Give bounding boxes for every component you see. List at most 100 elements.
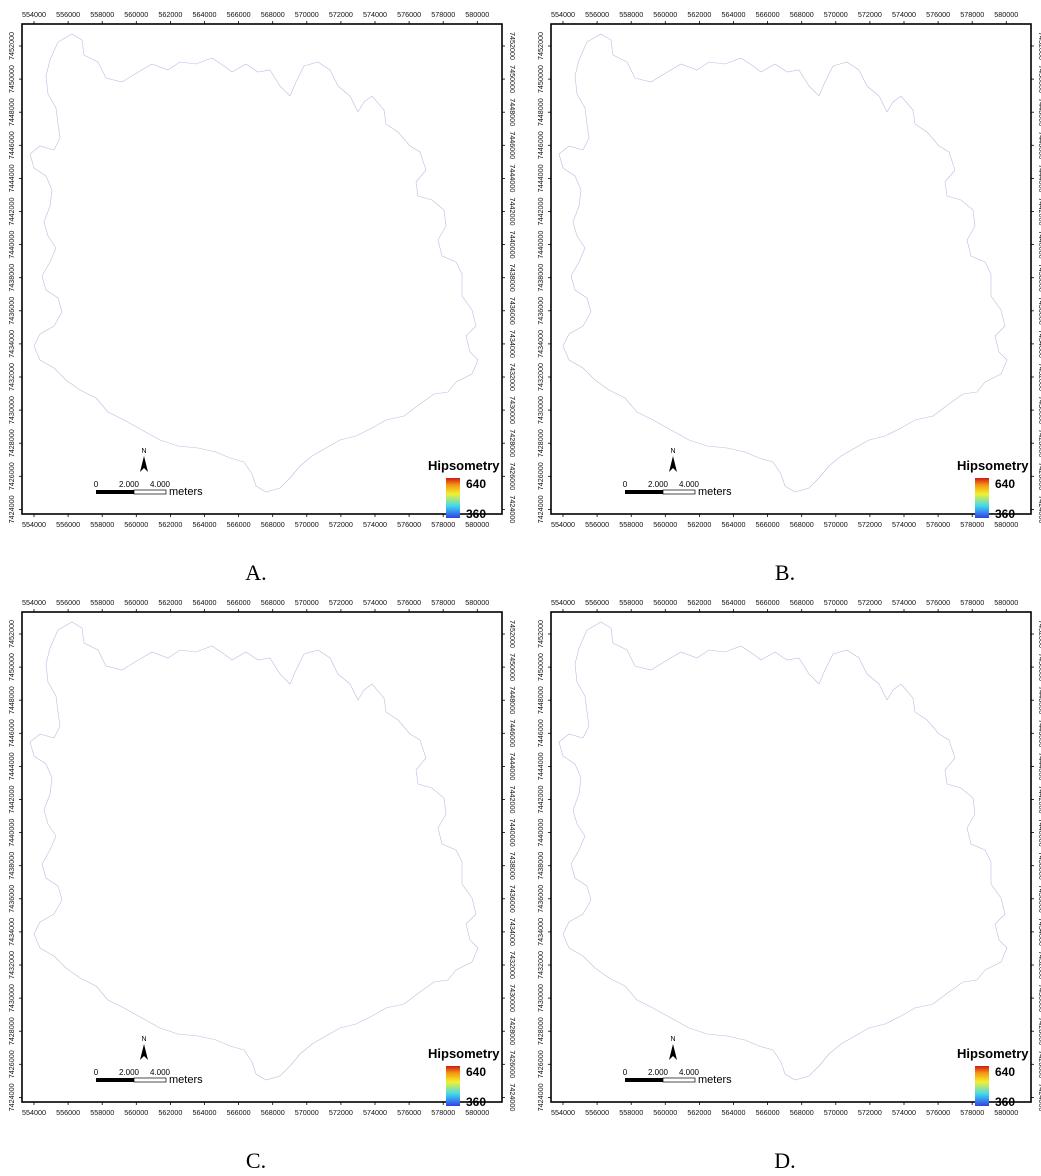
x-tick-label-bottom: 570000 [824,520,848,529]
north-label: N [141,448,146,455]
y-tick-label-left: 7446000 [536,719,545,747]
y-tick-label-left: 7434000 [536,918,545,946]
legend-title: Hipsometry [957,458,1029,473]
x-tick-label-bottom: 568000 [790,1108,814,1117]
x-tick-label-bottom: 570000 [824,1108,848,1117]
x-tick-label-top: 580000 [465,598,489,607]
legend-title: Hipsometry [428,1046,500,1061]
x-tick-label-top: 578000 [431,598,455,607]
y-tick-label-left: 7430000 [7,984,16,1012]
scale-segment-white [134,490,166,494]
x-tick-label-bottom: 576000 [397,520,421,529]
x-tick-label-bottom: 556000 [585,1108,609,1117]
y-tick-label-right: 7434000 [508,918,517,946]
x-tick-label-bottom: 578000 [431,1108,455,1117]
scale-label: 0 [623,480,628,489]
y-tick-label-right: 7432000 [1037,951,1041,979]
y-tick-label-left: 7434000 [536,330,545,358]
north-label: N [670,448,675,455]
panel-label-d: D. [529,1148,1041,1174]
x-tick-label-bottom: 574000 [363,1108,387,1117]
y-tick-label-right: 7426000 [508,1050,517,1078]
x-tick-label-bottom: 558000 [90,520,114,529]
x-tick-label-bottom: 556000 [56,520,80,529]
y-tick-label-right: 7446000 [508,719,517,747]
scale-label: 2.000 [119,1068,140,1077]
y-tick-label-left: 7432000 [7,951,16,979]
x-tick-label-top: 574000 [892,598,916,607]
panel-label-c: C. [0,1148,512,1174]
x-tick-label-bottom: 554000 [551,1108,575,1117]
y-tick-label-left: 7434000 [7,918,16,946]
map-d: 554000 554000 556000 556000 558000 558000 5600… [529,588,1041,1140]
y-tick-label-right: 7436000 [1037,297,1041,325]
scale-label: 2.000 [648,1068,669,1077]
x-tick-label-top: 572000 [858,10,882,19]
scale-unit: meters [698,1074,732,1086]
y-tick-label-right: 7440000 [508,819,517,847]
y-tick-label-right: 7448000 [1037,686,1041,714]
y-tick-label-left: 7442000 [536,786,545,814]
scale-segment-black [96,1078,134,1082]
x-tick-label-top: 570000 [295,10,319,19]
x-tick-label-bottom: 580000 [994,520,1018,529]
y-tick-label-left: 7428000 [536,429,545,457]
x-tick-label-top: 572000 [329,598,353,607]
y-tick-label-left: 7450000 [536,653,545,681]
x-tick-label-bottom: 562000 [158,520,182,529]
y-tick-label-right: 7438000 [508,264,517,292]
y-tick-label-left: 7432000 [536,951,545,979]
y-tick-label-right: 7434000 [1037,330,1041,358]
y-tick-label-right: 7452000 [1037,32,1041,60]
x-tick-label-top: 558000 [90,598,114,607]
x-tick-label-top: 566000 [756,10,780,19]
map-frame [22,612,502,1102]
x-tick-label-top: 562000 [158,598,182,607]
y-tick-label-right: 7448000 [508,686,517,714]
x-tick-label-top: 578000 [960,598,984,607]
y-tick-label-right: 7444000 [1037,752,1041,780]
x-tick-label-top: 576000 [397,10,421,19]
y-tick-label-left: 7444000 [7,164,16,192]
y-tick-label-right: 7442000 [1037,786,1041,814]
x-tick-label-bottom: 564000 [722,520,746,529]
y-tick-label-right: 7434000 [508,330,517,358]
x-tick-label-bottom: 566000 [227,520,251,529]
y-tick-label-right: 7440000 [1037,231,1041,259]
map-frame [551,24,1031,514]
x-tick-label-top: 560000 [653,10,677,19]
x-tick-label-top: 554000 [551,10,575,19]
y-tick-label-left: 7430000 [536,396,545,424]
y-tick-label-right: 7446000 [1037,131,1041,159]
map-a: 5540005540005560005560005580005580005600… [0,0,512,552]
y-tick-label-left: 7432000 [7,363,16,391]
x-tick-label-bottom: 572000 [858,520,882,529]
y-tick-label-right: 7424000 [1037,495,1041,523]
x-tick-label-bottom: 580000 [994,1108,1018,1117]
x-tick-label-top: 554000 [22,10,46,19]
y-tick-label-left: 7450000 [536,65,545,93]
y-tick-label-right: 7438000 [508,852,517,880]
y-tick-label-left: 7450000 [7,65,16,93]
y-tick-label-right: 7436000 [508,885,517,913]
x-tick-label-top: 572000 [329,10,353,19]
x-tick-label-bottom: 564000 [722,1108,746,1117]
scale-label: 4.000 [150,480,171,489]
x-tick-label-bottom: 554000 [551,520,575,529]
y-tick-label-left: 7424000 [536,495,545,523]
x-tick-label-top: 556000 [585,10,609,19]
x-tick-label-top: 556000 [585,598,609,607]
y-tick-label-left: 7428000 [7,1017,16,1045]
x-tick-label-top: 560000 [124,10,148,19]
x-tick-label-top: 572000 [858,598,882,607]
y-tick-label-right: 7424000 [1037,1083,1041,1111]
y-tick-label-left: 7438000 [7,852,16,880]
y-tick-label-left: 7426000 [7,462,16,490]
north-label: N [141,1036,146,1043]
y-tick-label-right: 7426000 [1037,462,1041,490]
legend-min: 360 [995,1095,1015,1109]
x-tick-label-bottom: 568000 [261,1108,285,1117]
scale-label: 4.000 [679,480,700,489]
y-tick-label-left: 7448000 [536,98,545,126]
x-tick-label-top: 564000 [722,598,746,607]
